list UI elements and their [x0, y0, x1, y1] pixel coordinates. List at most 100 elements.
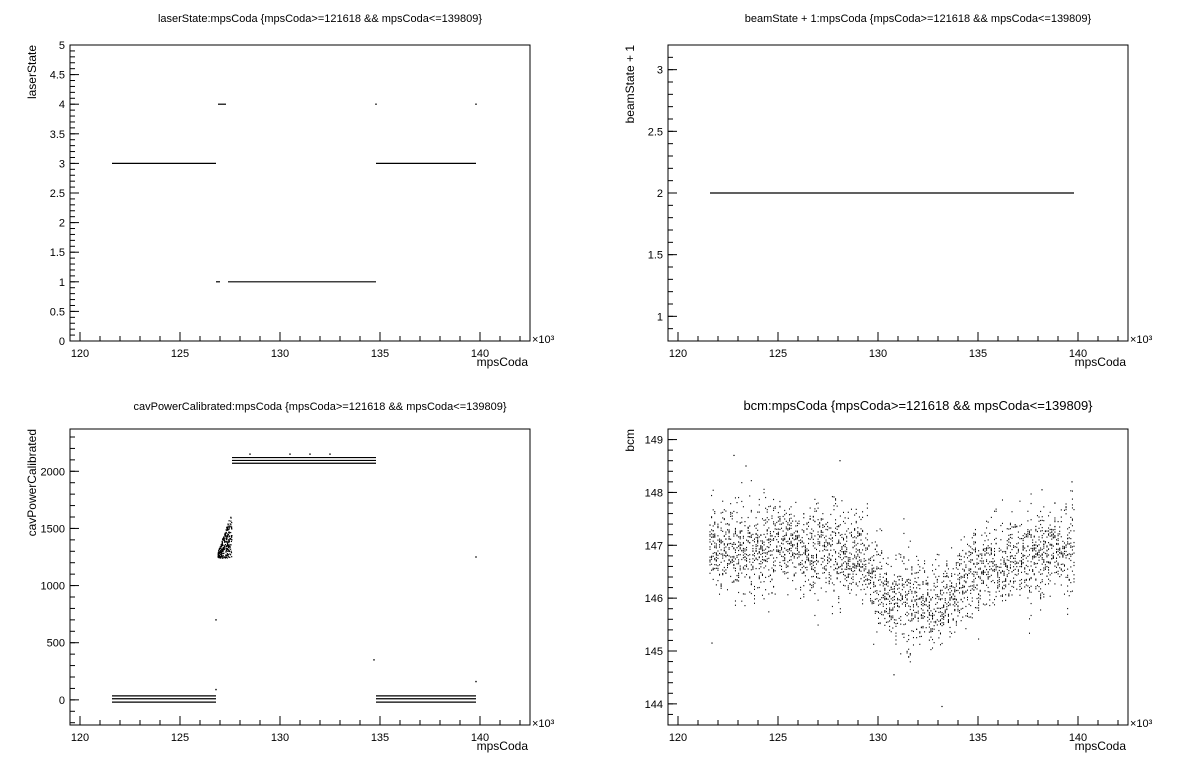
data-point	[986, 535, 988, 537]
data-point	[1017, 551, 1019, 553]
data-point	[919, 643, 921, 645]
data-point	[1030, 547, 1032, 550]
data-point	[773, 507, 775, 509]
data-point	[1024, 571, 1026, 573]
data-point	[1006, 540, 1008, 542]
data-point	[229, 537, 231, 540]
data-point	[1059, 549, 1061, 551]
data-point	[746, 573, 748, 576]
data-point	[1043, 533, 1045, 535]
data-point	[981, 562, 983, 564]
data-point	[965, 573, 967, 575]
data-point	[1040, 519, 1042, 522]
data-point	[984, 532, 986, 534]
data-point	[1043, 560, 1045, 562]
data-point	[768, 557, 770, 559]
data-point	[890, 618, 892, 621]
data-point	[1021, 587, 1023, 589]
data-point	[835, 498, 837, 500]
data-point	[1049, 562, 1051, 565]
data-point	[817, 524, 819, 526]
data-point	[749, 542, 751, 544]
data-point	[911, 618, 913, 620]
data-point	[865, 549, 867, 551]
data-point	[782, 543, 784, 545]
data-point	[803, 531, 805, 533]
data-point	[218, 549, 220, 551]
y-tick-label: 2.5	[648, 126, 663, 138]
data-point	[963, 580, 965, 582]
data-point	[994, 510, 996, 512]
data-point	[846, 562, 848, 564]
y-tick-label: 2	[657, 188, 663, 200]
data-point	[1027, 585, 1029, 587]
data-point	[882, 597, 884, 599]
data-point	[1071, 519, 1073, 521]
data-point	[773, 531, 775, 533]
data-point	[227, 548, 229, 551]
data-point	[870, 572, 872, 574]
data-point	[746, 557, 748, 559]
data-point	[874, 612, 876, 614]
data-point	[720, 585, 722, 587]
data-point	[1046, 546, 1048, 548]
data-point	[854, 563, 856, 565]
data-point	[1006, 568, 1008, 570]
data-point	[792, 537, 794, 539]
data-point	[226, 554, 228, 557]
data-point	[728, 555, 730, 557]
data-point	[1003, 574, 1005, 577]
data-point	[1001, 556, 1003, 558]
data-point	[1011, 511, 1013, 513]
data-point	[877, 604, 879, 606]
data-point	[781, 555, 783, 557]
data-point	[963, 556, 965, 558]
data-point	[725, 555, 727, 557]
data-point	[1036, 554, 1038, 556]
data-point	[779, 516, 781, 518]
data-point	[879, 590, 881, 592]
data-point	[987, 563, 989, 565]
data-point	[787, 542, 789, 545]
data-point	[1001, 530, 1003, 533]
data-point	[793, 532, 795, 534]
data-point	[944, 587, 946, 589]
data-point	[1003, 584, 1005, 587]
data-point	[1063, 593, 1065, 595]
data-point	[860, 589, 862, 591]
data-point	[761, 594, 763, 596]
data-point	[230, 531, 232, 534]
data-point	[228, 528, 230, 530]
data-point	[231, 539, 233, 541]
data-point	[868, 579, 870, 581]
data-point	[221, 541, 224, 543]
data-point	[877, 579, 879, 581]
data-point	[866, 547, 868, 549]
data-point	[970, 589, 972, 592]
data-point	[973, 543, 975, 545]
data-point	[863, 576, 865, 578]
data-point	[227, 533, 229, 535]
data-point	[776, 528, 778, 530]
data-point	[846, 548, 848, 551]
data-point	[895, 639, 897, 641]
data-point	[1040, 549, 1042, 551]
data-point	[1009, 580, 1011, 582]
data-point	[839, 515, 841, 517]
data-point	[906, 652, 908, 654]
data-point	[895, 635, 897, 637]
data-point	[922, 605, 924, 607]
data-point	[227, 539, 229, 541]
data-point	[768, 550, 770, 552]
data-point	[882, 603, 884, 605]
data-point	[885, 584, 887, 586]
data-point	[717, 550, 719, 552]
data-point	[954, 573, 956, 575]
data-point	[1041, 489, 1043, 491]
data-point	[227, 555, 229, 557]
data-point	[903, 583, 905, 586]
data-point	[885, 608, 887, 610]
data-point	[1003, 560, 1005, 562]
data-point	[847, 560, 849, 562]
data-point	[1021, 552, 1023, 555]
